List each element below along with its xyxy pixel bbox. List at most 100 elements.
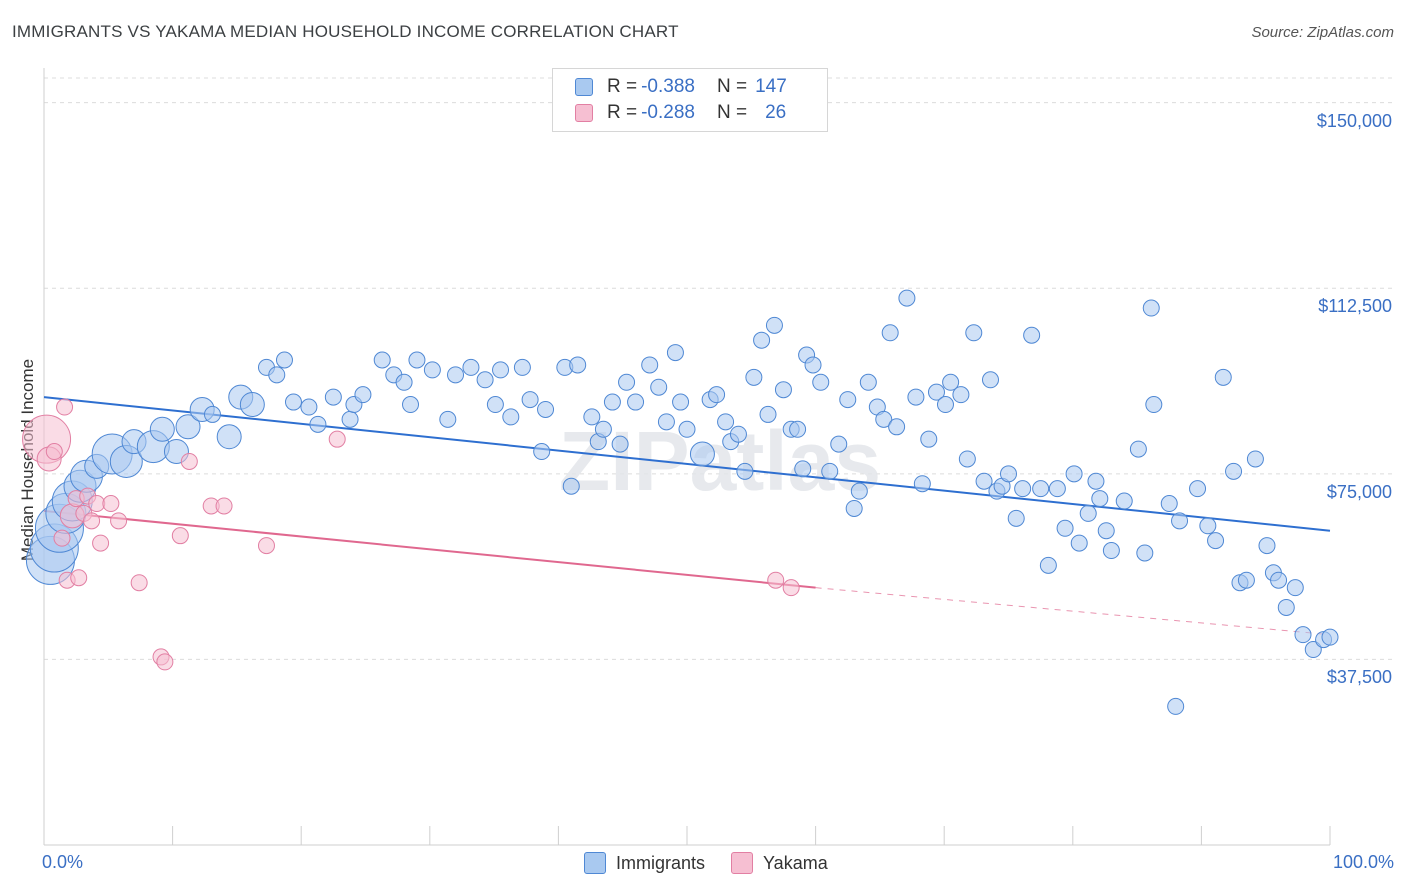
immigrants-point [562,477,580,495]
immigrants-point [1023,326,1041,344]
legend-n-label: N = [716,76,748,97]
immigrants-point [583,408,601,426]
immigrants-point [268,366,286,384]
immigrants-point [657,413,675,431]
immigrants-point [341,410,359,428]
immigrants-point [1294,626,1312,644]
immigrants-point [1097,522,1115,540]
immigrants-point [794,460,812,478]
immigrants-point [821,462,839,480]
immigrants-point [1079,504,1097,522]
yakama-point [328,430,346,448]
yakama-point [171,527,189,545]
legend-n-value-yakama: 26 [765,102,787,123]
immigrants-point [804,356,822,374]
immigrants-point [789,420,807,438]
immigrants-point [952,386,970,404]
yakama-point [56,398,74,416]
immigrants-point [1277,598,1295,616]
yakama-point [110,512,128,530]
immigrants-point [736,462,754,480]
immigrants-point [830,435,848,453]
immigrants-point [650,378,668,396]
series-legend-yakama: Yakama [731,852,828,874]
immigrants-point [975,472,993,490]
immigrants-point [666,344,684,362]
immigrants-point [913,475,931,493]
immigrants-point [275,351,293,369]
series-legend-label: Immigrants [616,852,706,873]
yakama-point [215,497,233,515]
immigrants-point [729,425,747,443]
immigrants-point [839,391,857,409]
legend-row-yakama: R = -0.288 N = 26 [575,101,786,125]
yakama-point [156,653,174,671]
yakama-point [180,452,198,470]
immigrants-point [513,358,531,376]
immigrants-point [920,430,938,448]
yakama-point [102,495,120,513]
immigrants-point [981,371,999,389]
immigrants-point [1207,532,1225,550]
immigrants-trend-line [43,396,1331,532]
yakama-point [130,574,148,592]
y-tick-label: $75,000 [1326,481,1392,502]
immigrants-point [1304,641,1322,659]
watermark: ZIPatlas [559,414,881,508]
immigrants-point [1102,542,1120,560]
immigrants-point [1136,544,1154,562]
axes [43,68,1331,846]
immigrants-point [678,420,696,438]
immigrants-point [408,351,426,369]
immigrants-point [774,381,792,399]
yakama-point [88,495,106,513]
immigrants-point [175,414,201,440]
immigrants-point [203,405,221,423]
immigrants-point [942,373,960,391]
x-tick-label-min: 0.0% [42,852,84,872]
immigrants-point [1048,480,1066,498]
immigrants-point [324,388,342,406]
immigrants-point [641,356,659,374]
immigrants-point [462,358,480,376]
yakama-swatch [575,104,593,122]
immigrants-point [1237,571,1255,589]
correlation-legend: R = -0.388 N = 147 R = -0.288 N = 26 [552,68,828,132]
immigrants-point [216,424,242,450]
immigrants-point [395,373,413,391]
immigrants-point [965,324,983,342]
immigrants-point [1091,490,1109,508]
immigrants-point [1039,556,1057,574]
immigrants-point [447,366,465,384]
immigrants-point [1000,465,1017,483]
immigrants-point [402,396,420,414]
immigrants-point [486,396,504,414]
immigrants-point [1167,697,1185,715]
immigrants-point [765,316,783,334]
yakama-point [257,537,275,555]
immigrants-point [850,482,868,500]
legend-r-value-immigrants: -0.388 [641,76,695,97]
immigrants-point [1065,465,1083,483]
immigrants-point [1142,299,1160,317]
immigrants-point [745,368,763,386]
yakama-point [83,512,101,530]
immigrants-point [717,413,735,431]
x-tick-label-max: 100.0% [1332,852,1394,872]
immigrants-point [1171,512,1189,530]
immigrants-point [476,371,494,389]
immigrants-point [492,361,510,379]
immigrants-point [439,410,457,428]
immigrants-point [373,351,391,369]
y-tick-label: $150,000 [1316,110,1392,131]
immigrants-point [300,398,318,416]
series-legend-label: Yakama [763,852,828,873]
immigrants-point [1286,579,1304,597]
immigrants-point [603,393,621,411]
immigrants-point [881,324,899,342]
immigrants-point [898,289,916,307]
yakama-legend-swatch [731,852,754,874]
chart-title: IMMIGRANTS VS YAKAMA MEDIAN HOUSEHOLD IN… [12,22,679,41]
immigrants-point [1189,480,1207,498]
